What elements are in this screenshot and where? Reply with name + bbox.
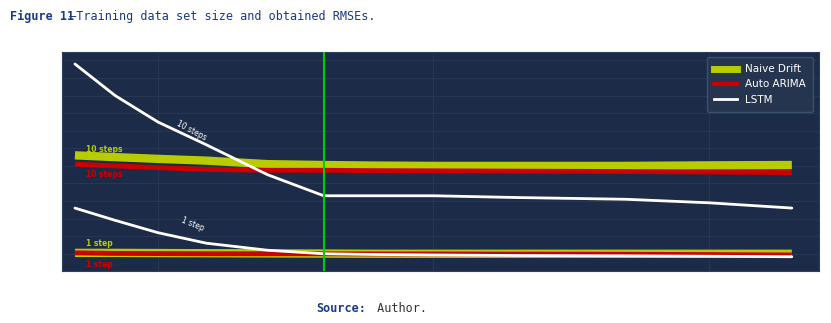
Y-axis label: RMSE: RMSE bbox=[17, 147, 27, 176]
Text: Source:: Source: bbox=[316, 302, 366, 315]
Text: Author.: Author. bbox=[370, 302, 427, 315]
Text: –Training data set size and obtained RMSEs.: –Training data set size and obtained RMS… bbox=[62, 10, 376, 23]
Text: 10 steps: 10 steps bbox=[86, 145, 123, 154]
Text: 1 step: 1 step bbox=[86, 239, 113, 248]
Text: 1 step: 1 step bbox=[86, 260, 113, 269]
Text: 10 steps: 10 steps bbox=[175, 119, 208, 142]
Title: Training data set size and obtained RMSEs: Training data set size and obtained RMSE… bbox=[315, 35, 566, 48]
Text: 10 steps: 10 steps bbox=[86, 170, 123, 179]
Text: 1 step: 1 step bbox=[179, 215, 205, 233]
X-axis label: Training data set size: Training data set size bbox=[385, 298, 496, 308]
Legend: Naive Drift, Auto ARIMA, LSTM: Naive Drift, Auto ARIMA, LSTM bbox=[706, 57, 814, 112]
Text: Figure 11: Figure 11 bbox=[10, 10, 74, 23]
